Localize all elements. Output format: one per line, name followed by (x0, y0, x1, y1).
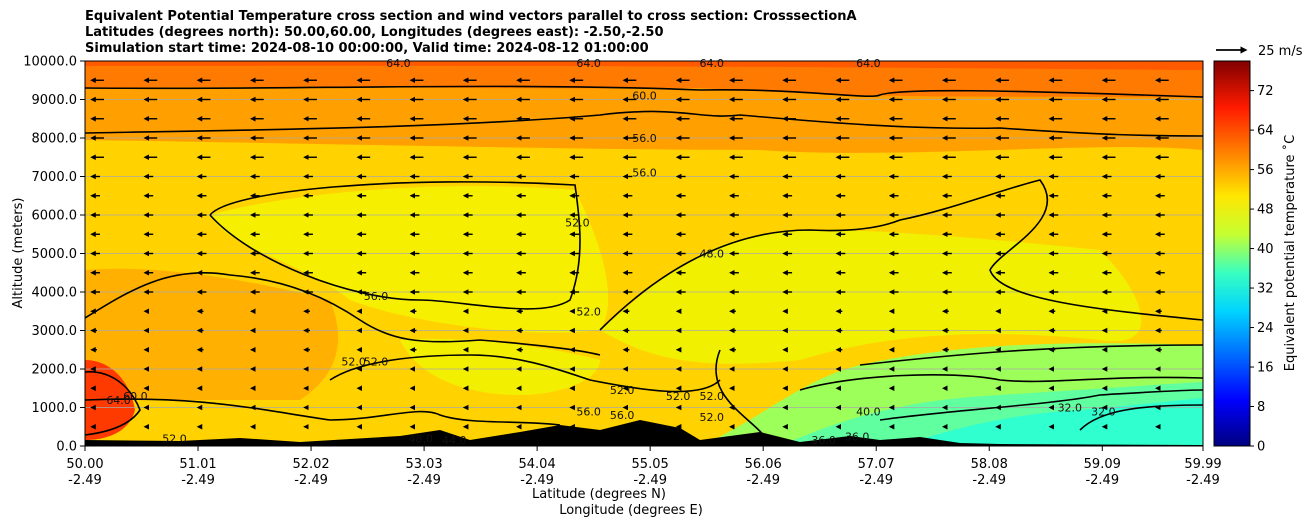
y-tick-label: 1000.0 (32, 401, 78, 416)
colorbar-tick-label: 16 (1257, 361, 1274, 376)
y-axis: 0.0 1000.0 2000.0 3000.0 4000.0 5000.0 6000.0 7… (23, 55, 85, 455)
contour-label: 52.0 (666, 390, 691, 403)
colorbar-tick-label: 40 (1257, 242, 1274, 257)
chart-title-line-3: Simulation start time: 2024-08-10 00:00:… (85, 41, 649, 56)
x-tick-label-lat: 59.09 (1084, 457, 1121, 472)
contour-label: 52.0 (364, 355, 389, 368)
contour-label: 56.0 (364, 290, 389, 303)
contour-label: 56.0 (576, 405, 601, 418)
contour-label: 40.0 (856, 405, 881, 418)
wind-vectors (90, 77, 1169, 430)
contour-label: 52.0 (610, 384, 635, 397)
contour-label: 36.0 (811, 434, 836, 447)
contour-label: 52.0 (162, 432, 187, 445)
contour-label: 52.0 (699, 411, 724, 424)
x-tick-label-lon: -2.49 (181, 473, 215, 488)
x-tick-label-lon: -2.49 (294, 473, 328, 488)
contour-label: 56.0 (632, 132, 657, 145)
y-tick-label: 10000.0 (23, 55, 77, 70)
contour-label: 60.0 (123, 390, 148, 403)
x-tick-label-lon: -2.49 (859, 473, 893, 488)
y-tick-label: 3000.0 (32, 324, 78, 339)
contour-label: 32.0 (1091, 405, 1116, 418)
x-axis-label-lat: Latitude (degrees N) (532, 487, 666, 502)
x-tick-label-lat: 54.04 (519, 457, 556, 472)
colorbar-tick-label: 8 (1257, 400, 1265, 415)
colorbar-tick-label: 48 (1257, 203, 1274, 218)
y-tick-label: 6000.0 (32, 209, 78, 224)
contour-label: 64.0 (386, 57, 411, 70)
chart-title-line-2: Latitudes (degrees north): 50.00,60.00, … (85, 25, 664, 40)
y-tick-label: 2000.0 (32, 363, 78, 378)
x-tick-label-lon: -2.49 (1186, 473, 1220, 488)
contour-label: 48.0 (699, 248, 724, 261)
contour-label: 64.0 (699, 57, 724, 70)
colorbar-ticks: 0 8 16 24 32 40 48 56 64 72 (1250, 84, 1274, 455)
colorbar-tick-label: 0 (1257, 440, 1265, 455)
contour-label: 44.0 (442, 434, 467, 447)
y-tick-label: 0.0 (56, 440, 77, 455)
x-tick-label-lat: 56.06 (745, 457, 782, 472)
x-tick-label-lat: 57.07 (858, 457, 895, 472)
y-axis-label: Altitude (meters) (11, 198, 26, 309)
contour-label: 52.0 (576, 305, 601, 318)
y-tick-label: 5000.0 (32, 247, 78, 262)
x-tick-label-lat: 58.08 (971, 457, 1008, 472)
x-tick-label-lon: -2.49 (68, 473, 102, 488)
contour-label: 64.0 (856, 57, 881, 70)
x-tick-label-lon: -2.49 (972, 473, 1006, 488)
y-tick-label: 7000.0 (32, 170, 78, 185)
y-tick-label: 9000.0 (32, 93, 78, 108)
contour-label: 52.0 (565, 217, 590, 230)
x-tick-label-lat: 51.01 (179, 457, 216, 472)
x-tick-label-lon: -2.49 (1085, 473, 1119, 488)
contour-label: 32.0 (1058, 402, 1083, 415)
x-tick-label-lon: -2.49 (746, 473, 780, 488)
x-tick-label-lat: 53.03 (405, 457, 442, 472)
x-tick-label-lat: 59.99 (1184, 457, 1221, 472)
colorbar-tick-label: 56 (1257, 163, 1274, 178)
x-tick-label-lat: 55.05 (632, 457, 669, 472)
colorbar-tick-label: 72 (1257, 84, 1274, 99)
contour-label: 64.0 (576, 57, 601, 70)
x-tick-label-lon: -2.49 (407, 473, 441, 488)
contour-label: 52.0 (699, 390, 724, 403)
colorbar-label: Equivalent potential temperature ˚C (1282, 135, 1298, 371)
colorbar (1213, 60, 1251, 447)
chart-title-line-1: Equivalent Potential Temperature cross s… (85, 9, 857, 24)
y-tick-label: 8000.0 (32, 132, 78, 147)
x-axis: 50.00-2.4951.01-2.4952.02-2.4953.03-2.49… (66, 446, 1222, 488)
contour-lines (85, 85, 1203, 446)
contour-label: 56.0 (632, 167, 657, 180)
colorbar-tick-label: 32 (1257, 282, 1274, 297)
quiver-key-label: 25 m/s (1258, 44, 1303, 59)
contour-label: 48.0 (408, 432, 433, 445)
x-tick-label-lon: -2.49 (633, 473, 667, 488)
contour-label: 36.0 (845, 430, 870, 443)
colorbar-tick-label: 64 (1257, 124, 1274, 139)
x-tick-label-lat: 50.00 (66, 457, 103, 472)
contour-labels: 64.0 64.0 64.0 64.060.056.056.052.048.056.0… (106, 57, 1115, 447)
colorbar-tick-label: 24 (1257, 321, 1274, 336)
contour-label: 64.0 (106, 394, 131, 407)
contour-label: 60.0 (632, 90, 657, 103)
y-tick-label: 4000.0 (32, 286, 78, 301)
contour-label: 52.0 (341, 355, 366, 368)
x-tick-label-lon: -2.49 (520, 473, 554, 488)
x-tick-label-lat: 52.02 (292, 457, 329, 472)
contour-label: 56.0 (610, 409, 635, 422)
x-axis-label-lon: Longitude (degrees E) (559, 503, 703, 518)
